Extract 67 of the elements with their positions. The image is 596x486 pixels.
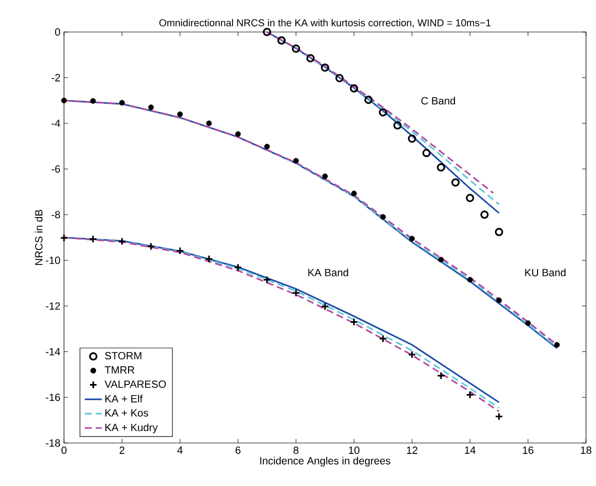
x-tick-label: 0: [62, 446, 66, 454]
point: [451, 178, 460, 187]
point: [350, 84, 358, 93]
point: [408, 134, 416, 143]
point: [393, 121, 402, 130]
legend-label: VALPARESO: [104, 380, 166, 388]
x-tick-label: 4: [177, 446, 183, 454]
legend-label: STORM: [105, 352, 142, 360]
point: [262, 28, 272, 36]
y-axis-title: NRCS in dB: [34, 210, 43, 265]
x-tick-label: 14: [464, 446, 476, 454]
y-tick-label: -8: [52, 210, 60, 218]
y-tick-label: -16: [46, 394, 60, 402]
y-tick-label: -2: [52, 74, 60, 82]
y-tick-label: -18: [46, 439, 60, 447]
point: [422, 148, 431, 158]
x-tick-label: 8: [294, 446, 298, 454]
y-tick-label: -4: [52, 120, 60, 127]
point: [322, 174, 328, 180]
x-tick-label: 16: [522, 446, 534, 454]
point: [351, 190, 357, 196]
point: [277, 36, 286, 45]
point: [119, 100, 125, 106]
legend-label: KA + Kos: [105, 409, 148, 417]
point: [206, 120, 212, 126]
point: [90, 98, 96, 104]
point: [306, 54, 315, 62]
point: [554, 342, 560, 348]
x-tick-label: 12: [406, 446, 418, 454]
x-tick-label: 10: [348, 446, 360, 454]
y-tick-label: -10: [46, 256, 60, 264]
x-tick-label: 2: [120, 446, 124, 454]
point: [409, 236, 415, 242]
point: [525, 320, 531, 326]
point: [264, 144, 270, 150]
legend-label: TMRR: [104, 366, 134, 374]
chart-title: Omnidirectionnal NRCS in the KA with kurtosis correction, WIND = 10ms−1: [159, 19, 491, 28]
y-tick-label: 0: [55, 28, 60, 36]
annotation: KA Band: [308, 268, 348, 276]
point: [292, 44, 300, 53]
legend-label: KA + Elf: [105, 394, 143, 402]
point: [480, 210, 489, 219]
point: [496, 297, 502, 304]
annotation: KU Band: [525, 268, 566, 276]
point: [293, 158, 299, 164]
point: [148, 104, 154, 110]
point: [335, 74, 344, 82]
x-axis-title: Incidence Angles in degrees: [260, 456, 390, 467]
point: [177, 111, 183, 117]
point: [467, 276, 473, 283]
point: [494, 228, 504, 236]
point: [380, 214, 386, 220]
point: [378, 108, 388, 117]
legend-label: KA + Kudry: [105, 423, 158, 434]
point: [320, 63, 330, 72]
point: [235, 131, 241, 137]
y-tick-label: -6: [52, 165, 60, 173]
annotation: C Band: [421, 96, 456, 104]
point: [438, 256, 444, 262]
x-tick-label: 6: [236, 446, 240, 454]
y-tick-label: -12: [46, 302, 60, 310]
point: [364, 96, 373, 104]
y-tick-label: -14: [46, 348, 60, 356]
point: [466, 194, 474, 202]
x-tick-label: 18: [580, 446, 592, 454]
point: [61, 98, 67, 104]
point: [436, 163, 446, 172]
